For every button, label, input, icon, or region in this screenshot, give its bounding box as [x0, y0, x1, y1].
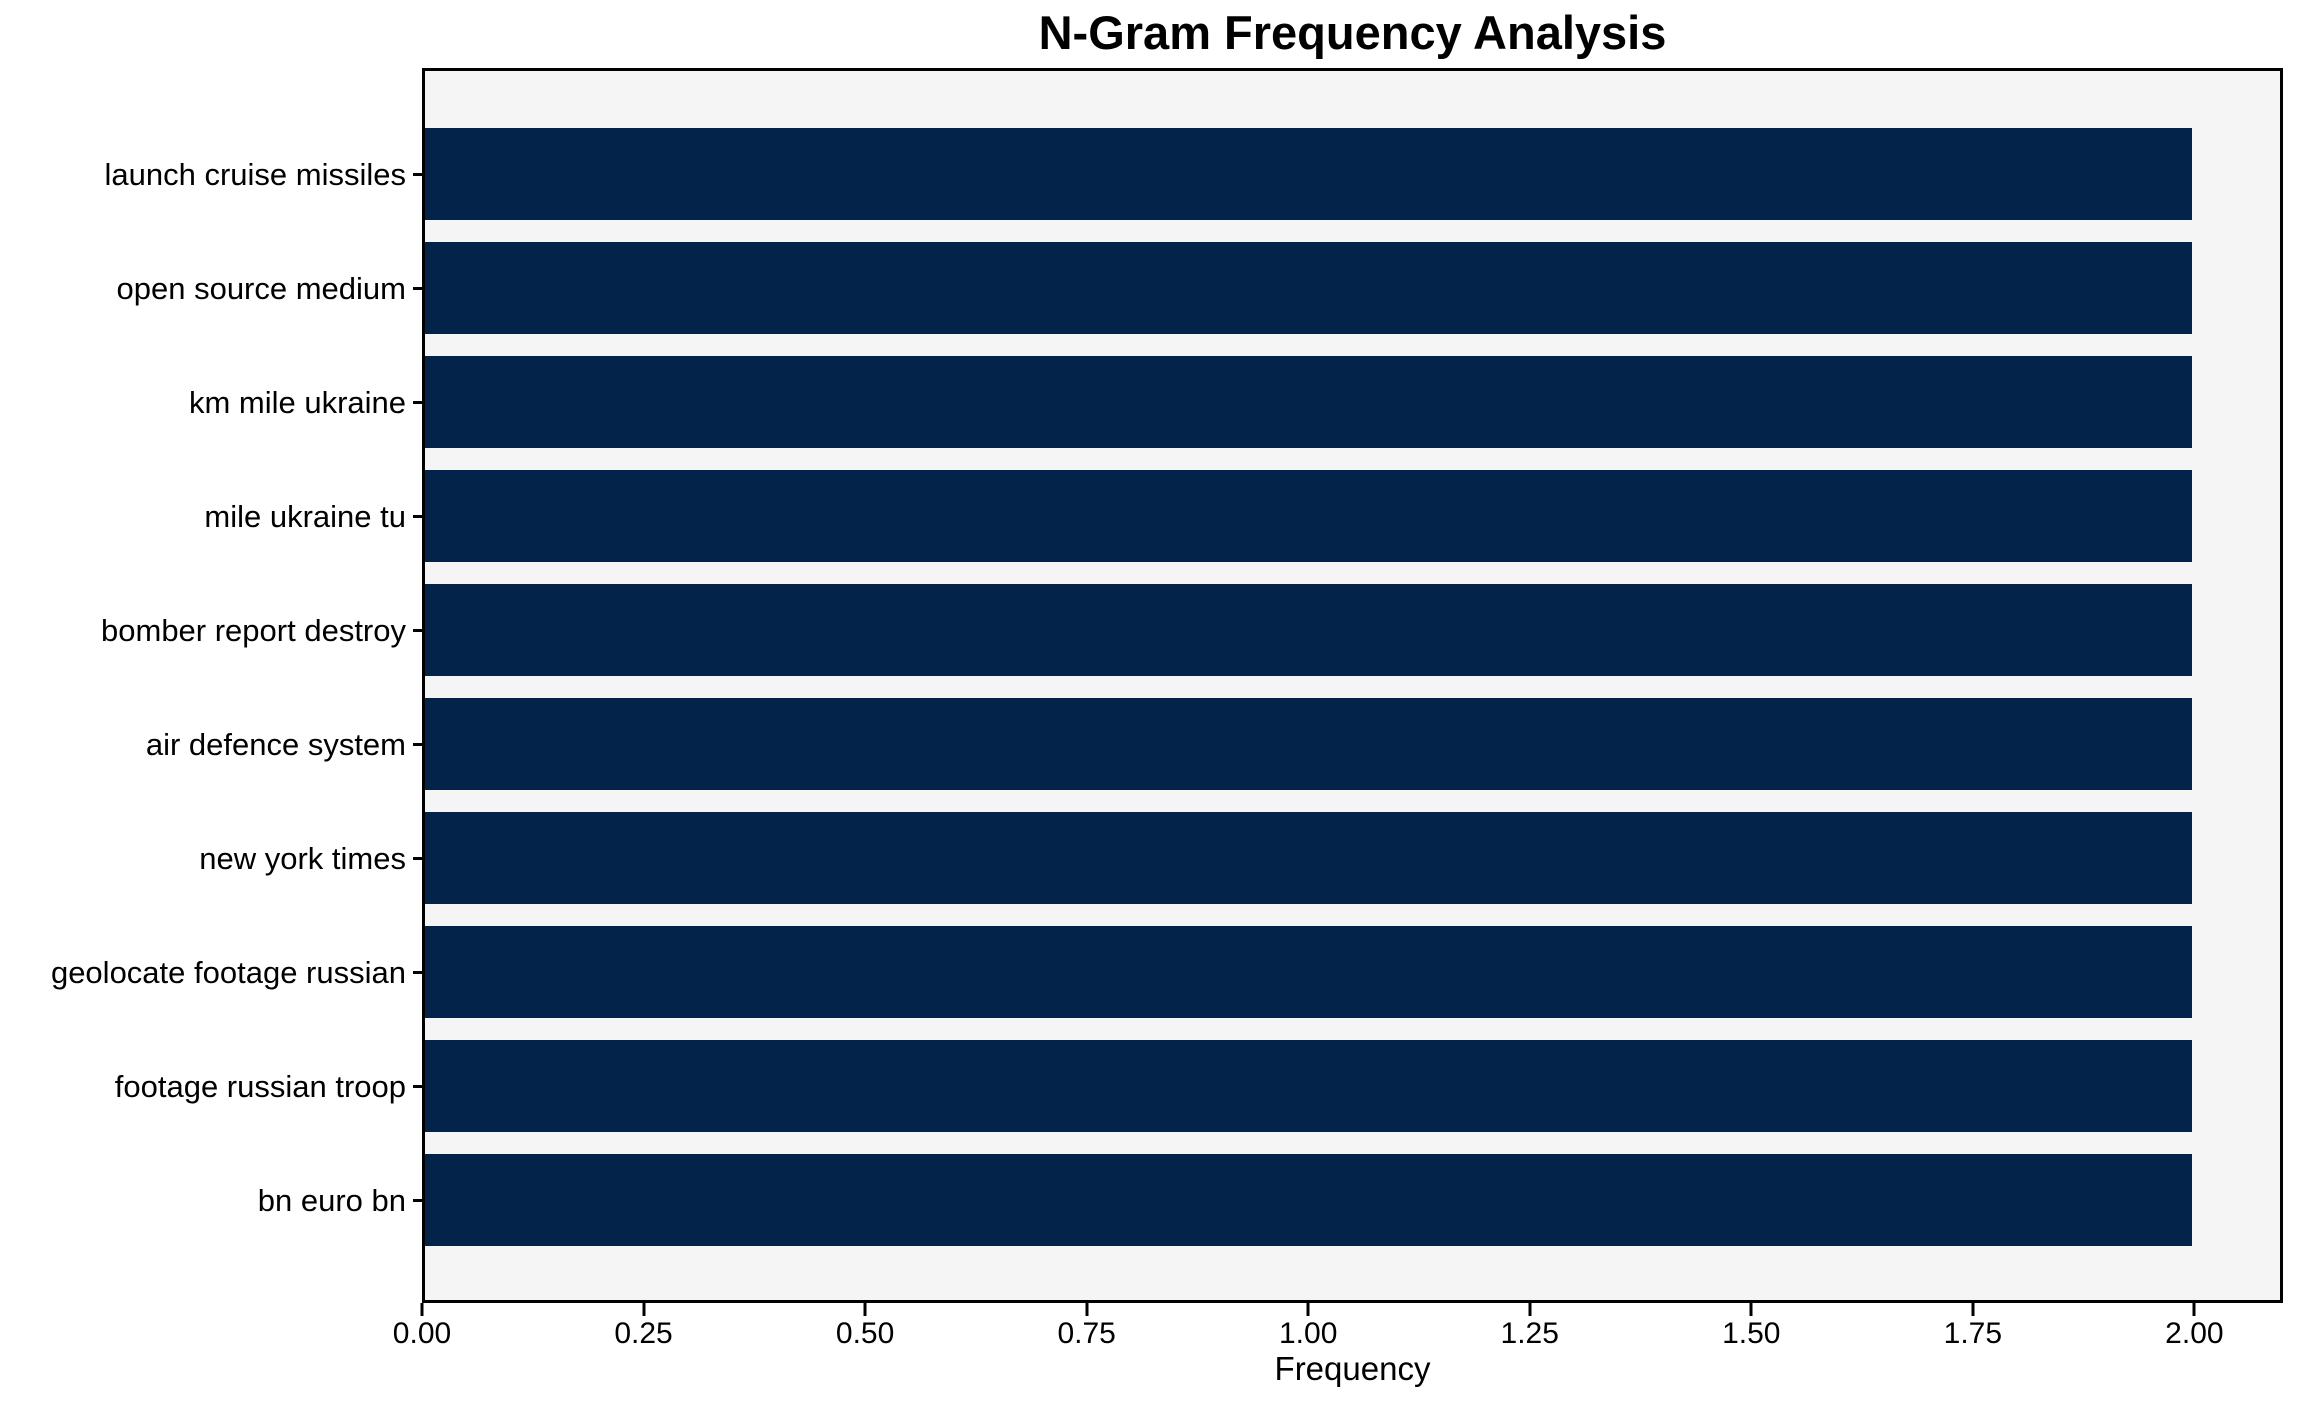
- x-tick-mark: [1306, 1303, 1310, 1316]
- x-tick-mark: [1749, 1303, 1753, 1316]
- y-tick-label: launch cruise missiles: [104, 156, 407, 192]
- y-tick-row: bomber report destroy: [0, 584, 422, 676]
- y-tick-mark: [413, 628, 422, 632]
- plot-area: [422, 68, 2283, 1303]
- y-tick-row: air defence system: [0, 698, 422, 790]
- y-tick-row: geolocate footage russian: [0, 926, 422, 1018]
- y-tick-mark: [413, 400, 422, 404]
- x-tick-label: 2.00: [2165, 1317, 2224, 1350]
- x-tick-mark: [863, 1303, 867, 1316]
- y-tick-mark: [413, 1084, 422, 1088]
- bar: [425, 128, 2192, 220]
- bar: [425, 698, 2192, 790]
- y-tick-label: km mile ukraine: [188, 384, 406, 420]
- x-tick-label: 1.25: [1500, 1317, 1559, 1350]
- y-tick-mark: [413, 172, 422, 176]
- x-tick-mark: [1085, 1303, 1089, 1316]
- bar-row: [425, 698, 2280, 790]
- y-tick-mark: [413, 856, 422, 860]
- y-tick-label: bomber report destroy: [101, 612, 406, 648]
- y-tick-mark: [413, 514, 422, 518]
- bar-row: [425, 242, 2280, 334]
- x-tick-mark: [420, 1303, 424, 1316]
- x-tick-label: 0.50: [835, 1317, 895, 1350]
- y-axis-tick-labels: launch cruise missiles open source medium…: [0, 68, 422, 1303]
- y-tick-label: mile ukraine tu: [204, 498, 406, 534]
- x-axis-title: Frequency: [1274, 1350, 1431, 1387]
- y-tick-mark: [413, 286, 422, 290]
- x-tick-label: 0.00: [392, 1317, 452, 1350]
- bar: [425, 470, 2192, 562]
- bar: [425, 356, 2192, 448]
- y-tick-row: open source medium: [0, 242, 422, 334]
- y-tick-row: footage russian troop: [0, 1040, 422, 1132]
- x-tick-label: 0.75: [1057, 1317, 1116, 1350]
- x-tick-label: 1.75: [1943, 1317, 2003, 1350]
- bar-row: [425, 1154, 2280, 1246]
- x-tick-label: 0.25: [614, 1317, 673, 1350]
- y-tick-row: bn euro bn: [0, 1154, 422, 1246]
- bar: [425, 1040, 2192, 1132]
- y-tick-label: geolocate footage russian: [50, 954, 406, 990]
- y-tick-mark: [413, 1198, 422, 1202]
- bar: [425, 812, 2192, 904]
- y-tick-mark: [413, 970, 422, 974]
- y-tick-label: air defence system: [145, 726, 406, 762]
- y-tick-mark: [413, 742, 422, 746]
- bar-row: [425, 926, 2280, 1018]
- bar: [425, 584, 2192, 676]
- x-tick-mark: [1971, 1303, 1975, 1316]
- bar-row: [425, 470, 2280, 562]
- x-tick-mark: [2192, 1303, 2196, 1316]
- bar: [425, 1154, 2192, 1246]
- x-tick-label: 1.00: [1278, 1317, 1338, 1350]
- y-tick-label: new york times: [199, 840, 406, 876]
- y-tick-label: footage russian troop: [114, 1068, 406, 1104]
- y-tick-row: mile ukraine tu: [0, 470, 422, 562]
- y-tick-row: new york times: [0, 812, 422, 904]
- bar-row: [425, 1040, 2280, 1132]
- y-tick-label: bn euro bn: [257, 1182, 406, 1218]
- y-tick-label: open source medium: [116, 270, 407, 306]
- y-tick-row: launch cruise missiles: [0, 128, 422, 220]
- bar-row: [425, 356, 2280, 448]
- bar-row: [425, 584, 2280, 676]
- x-tick-label: 1.50: [1722, 1317, 1781, 1350]
- bar-row: [425, 812, 2280, 904]
- bar-row: [425, 128, 2280, 220]
- bar: [425, 926, 2192, 1018]
- bar: [425, 242, 2192, 334]
- chart-title: N-Gram Frequency Analysis: [1038, 6, 1667, 59]
- y-tick-row: km mile ukraine: [0, 356, 422, 448]
- x-tick-mark: [1528, 1303, 1532, 1316]
- x-tick-mark: [642, 1303, 646, 1316]
